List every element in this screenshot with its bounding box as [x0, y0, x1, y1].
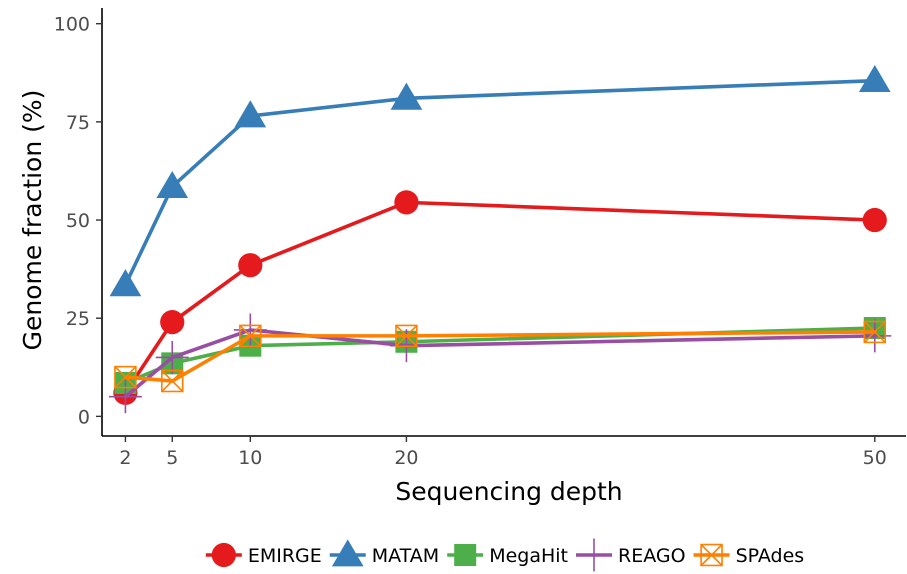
y-tick-label: 50 [66, 210, 90, 232]
y-tick-label: 0 [78, 406, 90, 428]
series-emirge [113, 190, 887, 405]
data-point-matam [390, 82, 423, 110]
legend-item-spades: SPAdes [693, 543, 805, 567]
legend-label-emirge: EMIRGE [248, 545, 322, 567]
data-point-spades [395, 324, 418, 348]
legend-marker-emirge [211, 542, 236, 568]
y-tick-label: 25 [66, 308, 90, 330]
x-tick-label: 5 [166, 447, 178, 469]
legend-label-reago: REAGO [618, 545, 686, 567]
legend-marker-reago [577, 538, 611, 572]
y-ticks: 0 25 50 75 100 [54, 14, 102, 428]
data-point-matam [109, 269, 142, 297]
legend-marker-spades [700, 543, 723, 567]
series-line-emirge [123, 200, 877, 395]
x-tick-label: 10 [238, 447, 262, 469]
data-point-reago [108, 380, 142, 414]
legend-marker-matam [331, 539, 364, 567]
legend-item-megahit: MegaHit [447, 544, 568, 567]
series-matam [109, 64, 891, 297]
data-point-spades [161, 369, 184, 393]
data-point-emirge [394, 190, 419, 215]
data-point-emirge [160, 310, 185, 335]
x-ticks: 2 5 10 20 50 [119, 436, 887, 469]
y-axis-title: Genome fraction (%) [18, 90, 47, 351]
data-point-spades [114, 365, 137, 389]
x-tick-label: 20 [394, 447, 418, 469]
legend-item-reago: REAGO [576, 538, 686, 572]
y-tick-label: 75 [66, 112, 90, 134]
data-point-emirge [238, 253, 263, 278]
data-point-matam [156, 170, 189, 199]
series-line-matam [123, 78, 877, 287]
x-tick-label: 2 [119, 447, 131, 469]
data-point-reago [858, 319, 892, 353]
legend-label-matam: MATAM [372, 545, 439, 567]
legend-label-spades: SPAdes [736, 545, 805, 567]
legend-item-matam: MATAM [329, 539, 439, 567]
series-layer [108, 64, 892, 414]
data-point-spades [863, 320, 887, 344]
series-spades [114, 320, 887, 393]
data-point-matam [858, 64, 891, 93]
x-tick-label: 50 [863, 447, 887, 469]
legend: EMIRGE MATAM MegaHit REAGO SPAdes [205, 538, 805, 572]
x-axis-title: Sequencing depth [395, 477, 622, 506]
data-point-matam [234, 100, 267, 128]
legend-label-megahit: MegaHit [489, 545, 568, 567]
series-megahit [114, 317, 886, 394]
series-reago [108, 313, 892, 414]
data-point-reago [155, 340, 189, 374]
data-point-emirge [862, 207, 887, 233]
legend-marker-megahit [454, 544, 477, 566]
data-point-spades [239, 324, 262, 348]
y-tick-label: 100 [54, 14, 90, 36]
legend-item-emirge: EMIRGE [205, 542, 322, 568]
